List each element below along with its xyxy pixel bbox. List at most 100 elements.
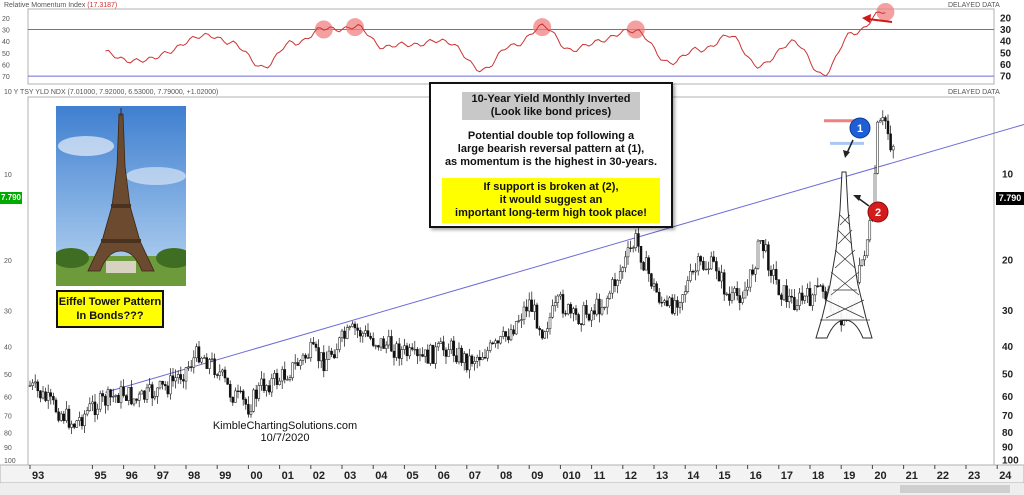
annotation-warning-line1: If support is broken at (2),	[483, 181, 619, 193]
candle-body	[312, 342, 315, 345]
candle-body	[96, 408, 99, 415]
watermark: KimbleChartingSolutions.com 10/7/2020	[200, 420, 370, 444]
candle-body	[465, 353, 469, 371]
candle-body	[299, 360, 302, 366]
candle-body	[59, 413, 63, 421]
candle-body	[293, 362, 297, 364]
rsi-y-tick-label: 70	[1000, 72, 1012, 83]
candle-body	[733, 288, 736, 294]
candle-body	[478, 356, 482, 361]
candle-body	[761, 240, 765, 252]
candle-body	[163, 384, 167, 387]
price-y-tick-label-left: 50	[4, 372, 12, 379]
rsi-y-tick-label-left: 70	[2, 74, 10, 81]
candle-body	[330, 350, 333, 355]
rsi-peak-highlight	[626, 20, 645, 39]
candle-body	[364, 330, 367, 334]
scrollbar[interactable]	[0, 483, 1024, 495]
candle-body	[91, 401, 94, 405]
candle-body	[686, 280, 690, 292]
candle-body	[876, 121, 879, 174]
price-y-tick-label-left: 40	[4, 344, 12, 351]
price-title: 10 Y TSY YLD NDX (7.01000, 7.92000, 6.53…	[4, 89, 218, 96]
x-tick-label: 16	[750, 470, 762, 482]
candle-body	[325, 359, 328, 372]
candle-body	[741, 297, 744, 303]
candle-body	[137, 393, 141, 401]
candle-body	[31, 382, 34, 386]
candle-body	[868, 220, 872, 241]
rsi-y-tick-label-left: 30	[2, 28, 10, 35]
candle-body	[468, 355, 471, 371]
x-tick-label: 05	[406, 470, 418, 482]
candle-body	[179, 374, 183, 380]
candle-body	[208, 359, 211, 369]
candle-body	[254, 389, 258, 399]
candle-body	[748, 269, 752, 288]
candle-body	[361, 333, 365, 337]
candle-body	[751, 269, 755, 275]
candle-body	[257, 385, 261, 399]
candle-body	[785, 285, 788, 303]
x-tick-label: 96	[126, 470, 138, 482]
candle-body	[782, 285, 786, 300]
delayed-data-main: DELAYED DATA	[948, 89, 1000, 96]
price-y-tick-label-left: 100	[4, 458, 16, 465]
candle-body	[306, 357, 310, 359]
price-y-tick-label: 70	[1002, 411, 1014, 422]
candle-body	[821, 285, 825, 292]
candle-body	[501, 331, 505, 337]
candle-body	[184, 367, 188, 382]
candle-body	[507, 336, 510, 341]
candle-body	[512, 329, 515, 335]
candle-body	[509, 329, 513, 341]
price-tag-left: 7.790	[0, 192, 22, 204]
annotation-title: 10-Year Yield Monthly Inverted (Look lik…	[462, 92, 640, 120]
candle-body	[83, 413, 86, 427]
candle-body	[429, 344, 432, 364]
candle-body	[343, 330, 346, 339]
candle-body	[798, 292, 801, 306]
candle-body	[889, 133, 892, 151]
candle-body	[683, 291, 687, 295]
rsi-y-tick-label: 20	[1000, 13, 1012, 24]
candle-body	[816, 285, 820, 287]
candle-body	[486, 350, 489, 359]
scrollbar-thumb[interactable]	[900, 485, 1010, 493]
candle-body	[119, 386, 123, 403]
candle-body	[267, 385, 271, 393]
x-tick-label: 97	[157, 470, 169, 482]
x-tick-label: 02	[313, 470, 325, 482]
x-tick-label: 14	[687, 470, 700, 482]
candle-body	[218, 371, 222, 376]
rsi-peak-highlights	[314, 3, 895, 39]
candle-body	[496, 340, 500, 344]
x-tick-label: 21	[906, 470, 918, 482]
candle-body	[530, 299, 534, 312]
candle-body	[460, 347, 463, 363]
candle-body	[884, 117, 887, 122]
candle-body	[265, 385, 268, 391]
candle-body	[197, 346, 201, 363]
annotation-body-line1: Potential double top following a	[467, 130, 635, 142]
candle-body	[624, 256, 627, 268]
candle-body	[442, 341, 445, 351]
annotation-title-line1: 10-Year Yield Monthly Inverted	[471, 93, 631, 105]
candle-body	[192, 357, 196, 368]
candle-body	[491, 342, 495, 344]
rsi-series-line	[105, 11, 886, 77]
x-tick-label: 20	[874, 470, 886, 482]
candle-body	[613, 279, 617, 287]
candle-body	[803, 295, 807, 301]
price-y-tick-label: 80	[1002, 428, 1014, 439]
candle-body	[618, 271, 622, 281]
candle-body	[522, 306, 526, 320]
candle-body	[158, 380, 162, 389]
candle-body	[722, 272, 726, 295]
candle-body	[655, 283, 658, 293]
candle-body	[647, 257, 651, 274]
price-y-tick-label: 10	[1002, 170, 1014, 181]
candle-body	[725, 293, 729, 296]
candle-body	[369, 335, 372, 339]
